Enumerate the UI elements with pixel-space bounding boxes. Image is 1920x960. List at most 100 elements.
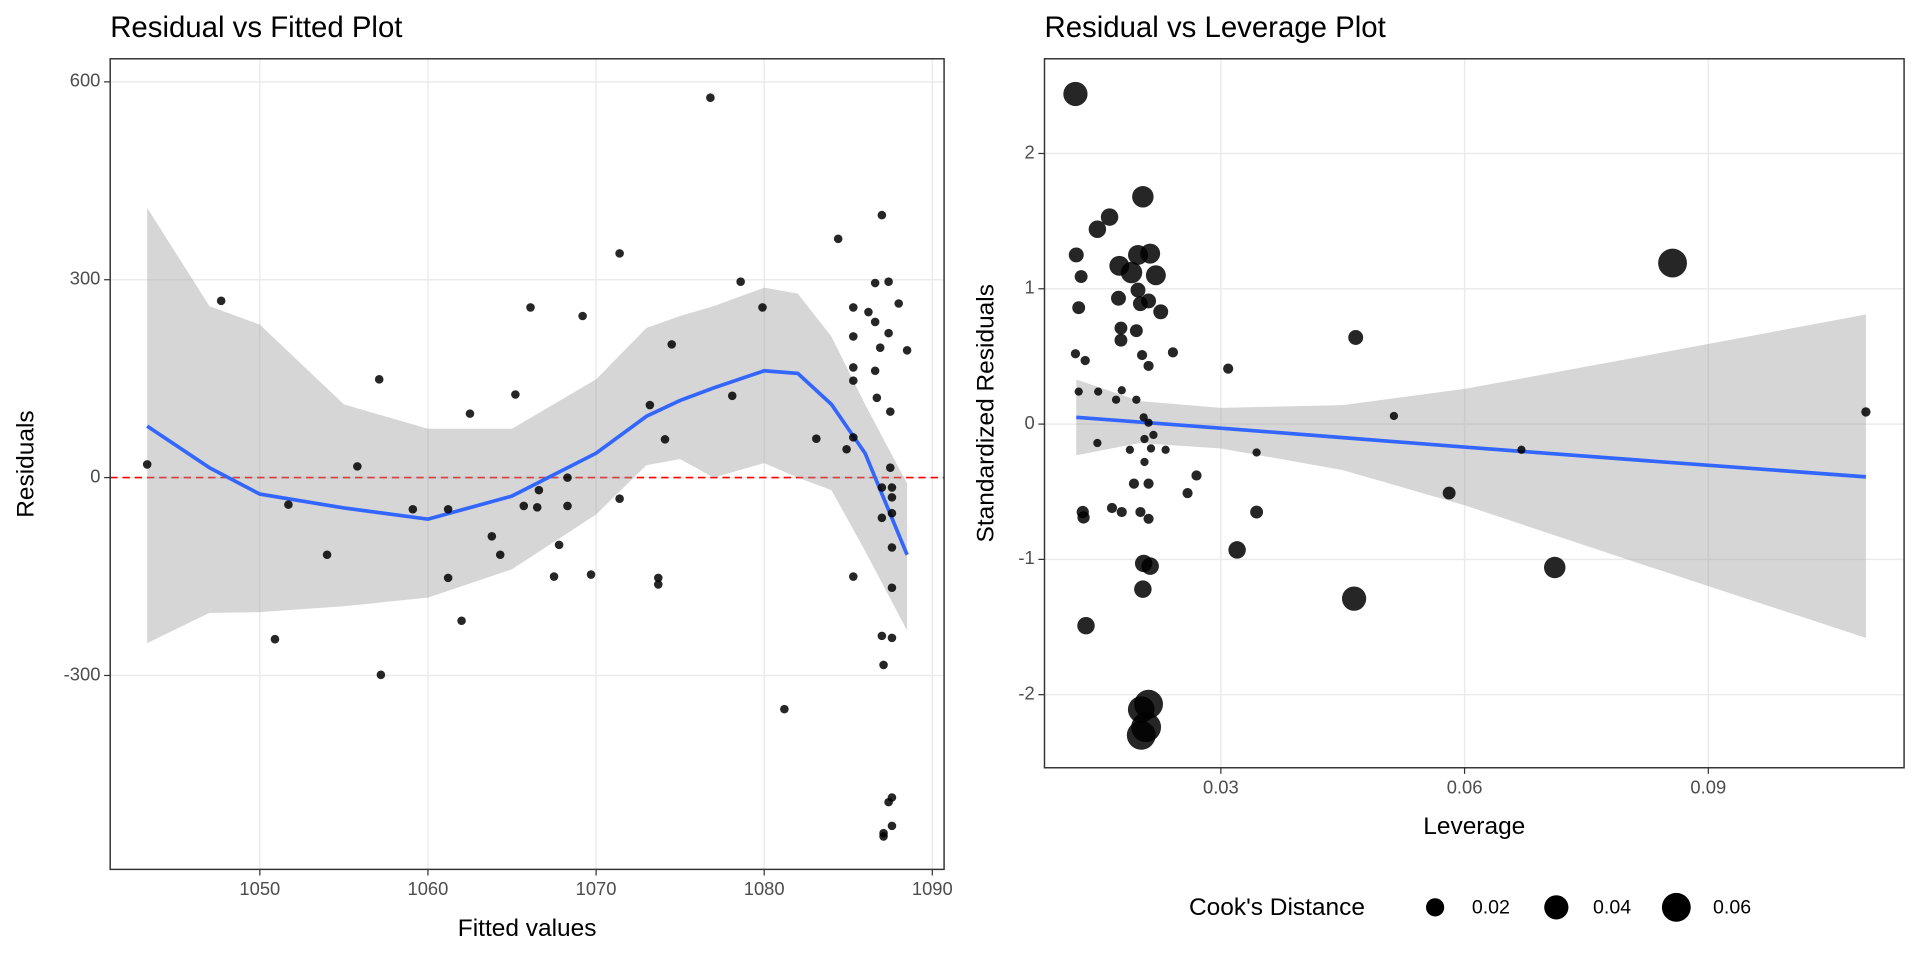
point (1161, 445, 1170, 454)
point (1182, 488, 1193, 499)
point (495, 550, 505, 560)
y-tick-label: -2 (1018, 683, 1034, 704)
point (894, 299, 903, 308)
chart-title: Residual vs Leverage Plot (1044, 11, 1385, 44)
point (877, 210, 887, 220)
legend-key (1544, 895, 1569, 920)
point (727, 391, 737, 401)
point (1140, 457, 1149, 467)
x-tick-label: 1080 (744, 878, 785, 899)
legend-key (1425, 898, 1445, 917)
point (443, 573, 453, 583)
point (849, 363, 858, 372)
point (1144, 418, 1153, 427)
point (615, 249, 624, 258)
point (1094, 387, 1103, 396)
point (645, 400, 655, 410)
point (870, 366, 880, 376)
point (615, 494, 624, 503)
point (653, 580, 663, 589)
plot-area (1044, 58, 1905, 768)
point (1134, 580, 1152, 598)
x-tick-label: 1060 (408, 878, 449, 899)
point (870, 317, 880, 327)
point (884, 277, 893, 286)
point (563, 473, 572, 482)
confidence-band (1076, 314, 1866, 638)
point (1128, 478, 1140, 489)
point (1074, 270, 1088, 284)
x-tick-label: 0.09 (1690, 776, 1726, 797)
point (1252, 448, 1261, 457)
point (875, 343, 885, 352)
y-tick-label: 0 (90, 465, 100, 486)
point (284, 500, 293, 509)
y-axis-label: Residuals (12, 410, 39, 517)
panel-border (109, 58, 945, 871)
point (1129, 324, 1143, 338)
point (1088, 220, 1107, 238)
point (706, 93, 715, 102)
point (887, 543, 897, 552)
point (526, 303, 535, 312)
point (1658, 248, 1687, 278)
point (1063, 81, 1088, 107)
point (554, 540, 564, 550)
point (563, 501, 572, 511)
point (408, 504, 418, 514)
point (1153, 304, 1169, 320)
point (849, 332, 858, 341)
point (887, 483, 897, 492)
point (1130, 282, 1146, 298)
point (1191, 470, 1202, 481)
point (887, 821, 897, 831)
x-tick-label: 1070 (576, 878, 617, 899)
point (887, 493, 897, 502)
point (885, 463, 895, 472)
point (849, 376, 858, 385)
point (487, 532, 497, 541)
point (879, 660, 888, 670)
point (586, 570, 596, 579)
point (1167, 347, 1179, 358)
point (884, 797, 893, 807)
chart-title: Residual vs Fitted Plot (110, 11, 402, 44)
y-tick-label: 2 (1024, 141, 1034, 162)
point (1149, 430, 1158, 440)
point (1140, 434, 1149, 444)
point (1143, 513, 1154, 524)
point (1126, 720, 1156, 750)
point (1517, 445, 1526, 454)
panel: Residual vs Leverage Plot 0.03 0.06 0.09 -2 -… (972, 11, 1905, 922)
point (758, 303, 767, 312)
point (376, 670, 386, 680)
point (1135, 506, 1146, 518)
point (1116, 506, 1127, 518)
smooth-line (1076, 415, 1867, 479)
point (1341, 586, 1367, 611)
point (374, 375, 384, 384)
point (549, 572, 559, 581)
x-axis-label: Leverage (1423, 813, 1525, 840)
point (849, 572, 858, 581)
point (1141, 293, 1157, 309)
point (1132, 186, 1154, 208)
y-tick-label: 0 (1024, 412, 1034, 433)
point (1114, 333, 1128, 347)
point (216, 296, 226, 306)
x-tick-label: 0.03 (1203, 776, 1239, 797)
point (353, 462, 362, 471)
point (1139, 413, 1148, 422)
point (870, 278, 880, 288)
point (1145, 265, 1166, 286)
point (578, 311, 587, 321)
legend-title: Cook's Distance (1189, 894, 1365, 921)
point (1861, 407, 1871, 417)
x-tick-label: 1050 (239, 878, 280, 899)
point (1100, 208, 1119, 226)
legend-label: 0.02 (1472, 897, 1510, 919)
legend-key (1661, 892, 1691, 922)
point (1106, 502, 1118, 514)
y-tick-label: 600 (70, 70, 101, 91)
